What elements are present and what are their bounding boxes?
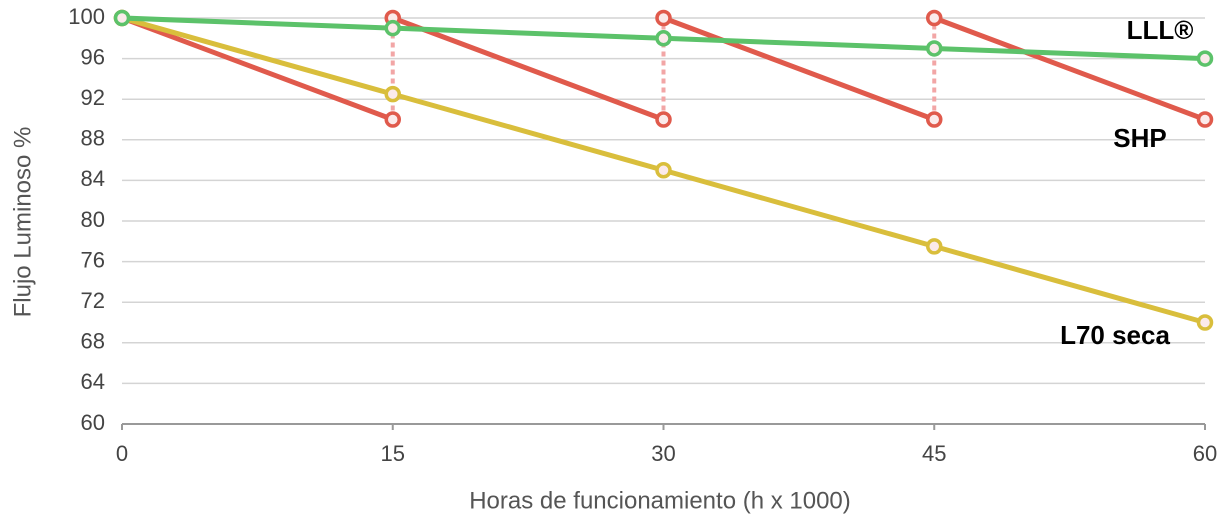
y-tick-label: 72 (81, 288, 105, 313)
series-label: L70 seca (1060, 320, 1170, 350)
point (113, 9, 131, 27)
x-tick-label: 30 (651, 441, 675, 466)
x-axis-title: Horas de funcionamiento (h x 1000) (469, 487, 851, 514)
point (655, 9, 672, 27)
series-label: SHP (1113, 123, 1166, 153)
y-tick-label: 60 (81, 410, 105, 435)
y-tick-label: 68 (81, 329, 105, 354)
y-tick-label: 92 (81, 85, 105, 110)
x-tick-label: 0 (116, 441, 128, 466)
point (1196, 314, 1214, 331)
y-tick-label: 96 (81, 44, 105, 69)
x-tick-label: 45 (922, 441, 946, 466)
y-tick-label: 84 (81, 166, 105, 191)
point (1196, 111, 1214, 128)
y-tick-label: 88 (81, 126, 105, 151)
x-tick-label: 15 (381, 441, 405, 466)
point (655, 30, 672, 47)
y-tick-label: 100 (68, 4, 105, 29)
series-label: LLL® (1127, 15, 1194, 45)
point (926, 238, 943, 255)
point (655, 162, 672, 179)
y-tick-label: 64 (81, 369, 105, 394)
point (926, 111, 943, 128)
y-tick-label: 80 (81, 207, 105, 232)
point (384, 19, 401, 37)
point (655, 111, 672, 128)
series-line (121, 15, 1206, 122)
x-tick-label: 60 (1193, 441, 1217, 466)
point (1196, 50, 1214, 67)
point (384, 111, 401, 128)
y-axis-title: Flujo Luminoso % (9, 127, 36, 318)
y-tick-label: 76 (81, 247, 105, 272)
point (384, 85, 401, 103)
point (926, 40, 943, 57)
point (926, 9, 943, 27)
